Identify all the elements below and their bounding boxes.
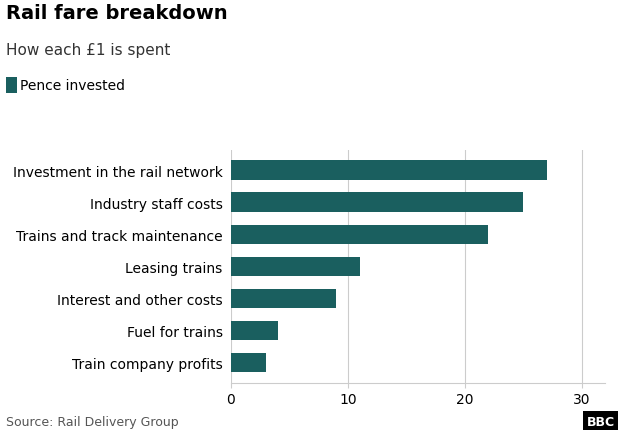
Bar [231,257,359,276]
Bar [231,321,278,340]
Text: BBC: BBC [587,415,615,428]
Bar [231,225,488,244]
Text: How each £1 is spent: How each £1 is spent [6,43,170,58]
Bar [231,193,524,212]
Text: Rail fare breakdown: Rail fare breakdown [6,4,228,23]
Text: Pence invested: Pence invested [19,79,125,93]
Bar [231,161,547,180]
Bar [231,289,336,308]
Text: Source: Rail Delivery Group: Source: Rail Delivery Group [6,415,179,428]
Bar [231,353,266,372]
